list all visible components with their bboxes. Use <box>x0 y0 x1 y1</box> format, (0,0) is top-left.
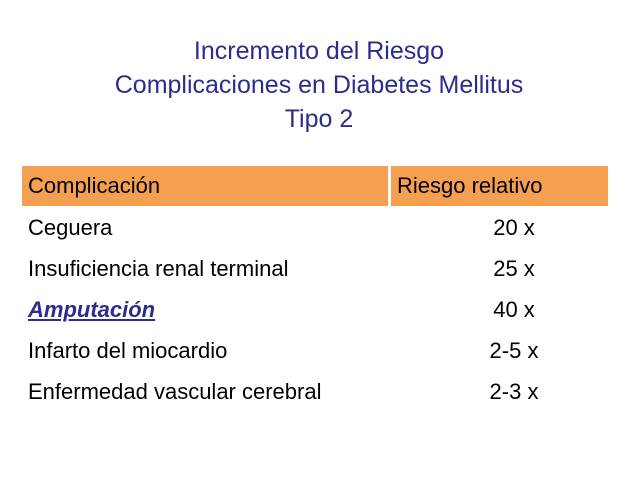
risk-cell: 40 x <box>493 297 535 322</box>
table-row: Amputación 40 x <box>22 288 608 329</box>
risk-cell: 2-3 x <box>489 379 539 404</box>
emphasized-complication: Amputación <box>28 297 156 322</box>
header-complication: Complicación <box>28 173 161 198</box>
risk-cell: 2-5 x <box>489 338 539 363</box>
table-row: Infarto del miocardio 2-5 x <box>22 329 608 370</box>
complication-cell: Enfermedad vascular cerebral <box>28 379 322 404</box>
table-header: Complicación Riesgo relativo <box>22 166 608 206</box>
header-relative-risk: Riesgo relativo <box>397 173 543 198</box>
slide-title: Incremento del Riesgo Complicaciones en … <box>0 34 638 136</box>
table-row: Ceguera 20 x <box>22 206 608 247</box>
complication-cell: Amputación <box>22 295 392 324</box>
complication-cell: Infarto del miocardio <box>28 338 228 363</box>
risk-cell: 20 x <box>493 215 535 240</box>
title-line-1: Incremento del Riesgo <box>193 37 445 65</box>
complication-cell: Insuficiencia renal terminal <box>28 256 289 281</box>
risk-cell: 25 x <box>493 256 535 281</box>
risk-table: Complicación Riesgo relativo Ceguera 20 … <box>22 166 608 440</box>
complication-cell: Ceguera <box>28 215 113 240</box>
title-line-3: Tipo 2 <box>284 105 354 133</box>
table-row: Enfermedad vascular cerebral 2-3 x <box>22 370 608 440</box>
header-divider <box>388 166 391 206</box>
table-row: Insuficiencia renal terminal 25 x <box>22 247 608 288</box>
title-line-2: Complicaciones en Diabetes Mellitus <box>114 71 524 99</box>
